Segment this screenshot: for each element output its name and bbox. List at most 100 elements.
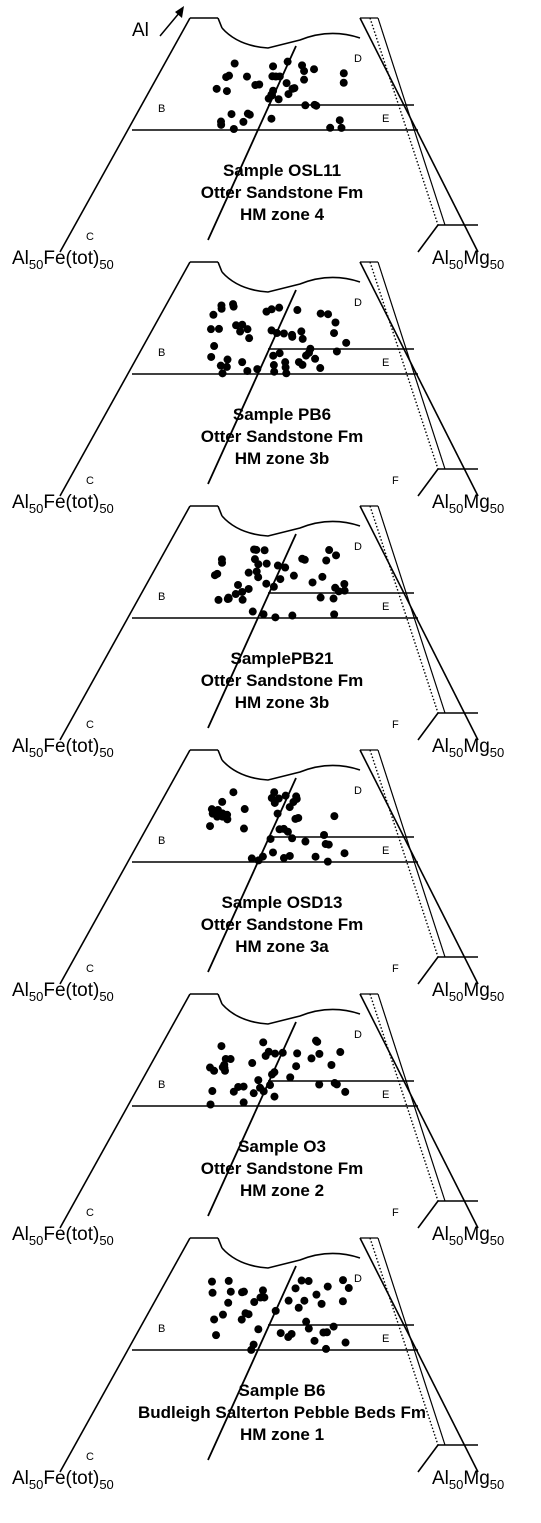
sample-point — [288, 332, 297, 341]
ternary-right-edge — [359, 505, 479, 741]
sample-point — [244, 584, 253, 593]
corner-label-part: Al — [12, 980, 29, 1001]
apex-arrow-head — [175, 6, 184, 18]
corner-label-part: 50 — [29, 745, 43, 760]
field-d-boundary-inner — [377, 993, 446, 1202]
field-label-d: D — [354, 1273, 362, 1285]
corner-label-part: Fe(tot) — [43, 980, 99, 1001]
sample-point — [269, 582, 278, 591]
field-f-boundary — [417, 1200, 439, 1229]
field-d-boundary-inner — [377, 1237, 446, 1446]
sample-point — [253, 365, 262, 374]
field-a-boundary-curve — [221, 27, 361, 49]
sample-point — [226, 1287, 235, 1296]
sample-point — [259, 610, 268, 619]
sample-point — [209, 310, 218, 319]
sample-point — [301, 101, 310, 110]
corner-label-part: 50 — [99, 257, 113, 272]
sample-point — [212, 1331, 221, 1340]
sample-point — [244, 568, 253, 577]
sample-point — [269, 361, 278, 370]
corner-label-part: Fe(tot) — [43, 736, 99, 757]
corner-label-part: Al — [12, 248, 29, 269]
panel-title-line: Sample OSD13 — [222, 893, 343, 912]
corner-label-part: Mg — [463, 1224, 489, 1245]
field-d-dotted-boundary — [369, 505, 439, 714]
apex-label: Al — [132, 20, 149, 41]
sample-point — [338, 1297, 347, 1306]
sample-point — [283, 57, 292, 66]
field-d-dotted-boundary — [369, 1237, 439, 1446]
sample-point — [250, 1298, 259, 1307]
sample-point — [274, 794, 283, 803]
sample-point — [232, 321, 241, 330]
corner-label-part: 50 — [449, 501, 463, 516]
sample-point — [281, 563, 290, 572]
field-a-boundary-curve — [221, 759, 361, 781]
sample-point — [252, 567, 261, 576]
field-d-dotted-boundary — [369, 17, 439, 226]
sample-point — [223, 355, 232, 364]
field-label-e: E — [382, 1089, 389, 1101]
sample-point — [268, 1070, 277, 1079]
corner-label-part: Mg — [463, 248, 489, 269]
sample-point — [301, 837, 310, 846]
sample-point — [336, 1048, 345, 1057]
corner-label-part: 50 — [99, 989, 113, 1004]
sample-point — [234, 580, 243, 589]
field-a-lower-boundary — [217, 993, 223, 1005]
sample-point — [337, 123, 346, 132]
sample-point — [248, 607, 257, 616]
ternary-panel: B C D E Sample B6 Budleigh Salterton Pebble B… — [12, 1237, 504, 1492]
sample-point — [300, 555, 309, 564]
sample-point — [244, 1310, 253, 1319]
sample-point — [284, 90, 293, 99]
sample-point — [294, 813, 303, 822]
field-label-c: C — [86, 719, 94, 731]
sample-point — [261, 1051, 270, 1060]
sample-point — [207, 1277, 216, 1286]
sample-point — [238, 320, 247, 329]
sample-point — [217, 120, 226, 129]
field-label-c: C — [86, 475, 94, 487]
sample-point — [210, 1315, 219, 1324]
corner-label-part: Al — [432, 1224, 449, 1245]
sample-point — [312, 1290, 321, 1299]
field-d-dotted-boundary — [369, 993, 439, 1202]
sample-point — [318, 572, 327, 581]
corner-label-part: Al — [432, 492, 449, 513]
sample-point — [286, 1073, 295, 1082]
field-a-lower-boundary — [217, 1237, 223, 1249]
ternary-right-edge — [359, 17, 479, 253]
sample-point — [325, 546, 334, 555]
sample-point — [307, 1054, 316, 1063]
corner-label-part: Al — [12, 736, 29, 757]
corner-label-part: Fe(tot) — [43, 1224, 99, 1245]
ternary-panel: B C D E F SamplePB21 Otter Sandstone Fm HM zone… — [12, 505, 504, 760]
sample-point — [323, 1282, 332, 1291]
corner-label-part: 50 — [29, 1233, 43, 1248]
field-label-f: F — [392, 963, 399, 975]
sample-point — [293, 306, 302, 315]
sample-point — [222, 362, 231, 371]
sample-point — [300, 67, 309, 76]
corner-label-right: Al50Mg50 — [432, 492, 504, 516]
sample-point — [316, 309, 325, 318]
sample-point — [210, 1066, 219, 1075]
corner-label-right: Al50Mg50 — [432, 980, 504, 1004]
sample-point — [254, 856, 263, 865]
sample-point — [332, 1080, 341, 1089]
sample-point — [279, 329, 288, 338]
corner-label-part: 50 — [449, 1233, 463, 1248]
field-label-b: B — [158, 103, 165, 115]
field-label-e: E — [382, 357, 389, 369]
sample-point — [270, 367, 279, 376]
sample-point — [207, 352, 216, 361]
sample-point — [322, 1344, 331, 1353]
field-label-c: C — [86, 1451, 94, 1463]
ternary-right-edge — [359, 749, 479, 985]
sample-point — [335, 116, 344, 125]
field-label-c: C — [86, 963, 94, 975]
corner-label-part: Al — [12, 1468, 29, 1489]
